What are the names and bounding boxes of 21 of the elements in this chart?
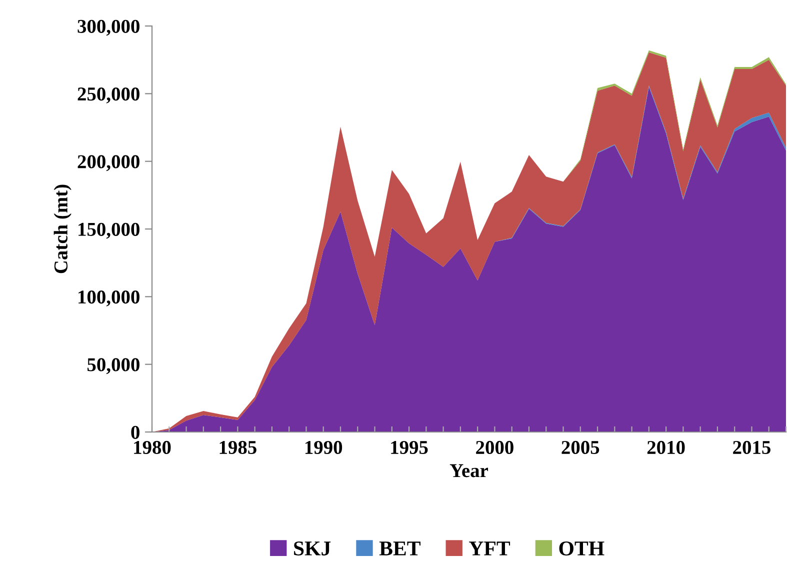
y-tick-label: 200,000 [78,155,140,172]
x-tick-label: 1985 [220,440,256,454]
x-tick-label: 2010 [647,440,685,454]
x-tick-label: 2000 [476,440,514,454]
y-tick-label: 300,000 [78,20,140,36]
legend-label: YFT [469,542,510,556]
legend-label: SKJ [294,541,331,556]
x-axis-title: Year [450,464,488,478]
x-tick-label: 2005 [562,440,600,454]
y-tick-label: 150,000 [78,222,140,239]
x-tick-label: 1995 [391,440,428,454]
y-tick-label: 0 [131,426,140,439]
y-tick-label: 250,000 [78,87,140,104]
legend-label: OTH [559,541,604,556]
legend-label: BET [379,542,420,556]
y-tick-label: 50,000 [88,358,140,374]
y-axis-title: Catch (mt) [54,184,72,274]
x-tick-label: 2015 [733,440,770,454]
x-tick-label: 1980 [134,440,171,454]
x-tick-label: 1990 [305,440,342,454]
y-tick-label: 100,000 [78,290,140,306]
